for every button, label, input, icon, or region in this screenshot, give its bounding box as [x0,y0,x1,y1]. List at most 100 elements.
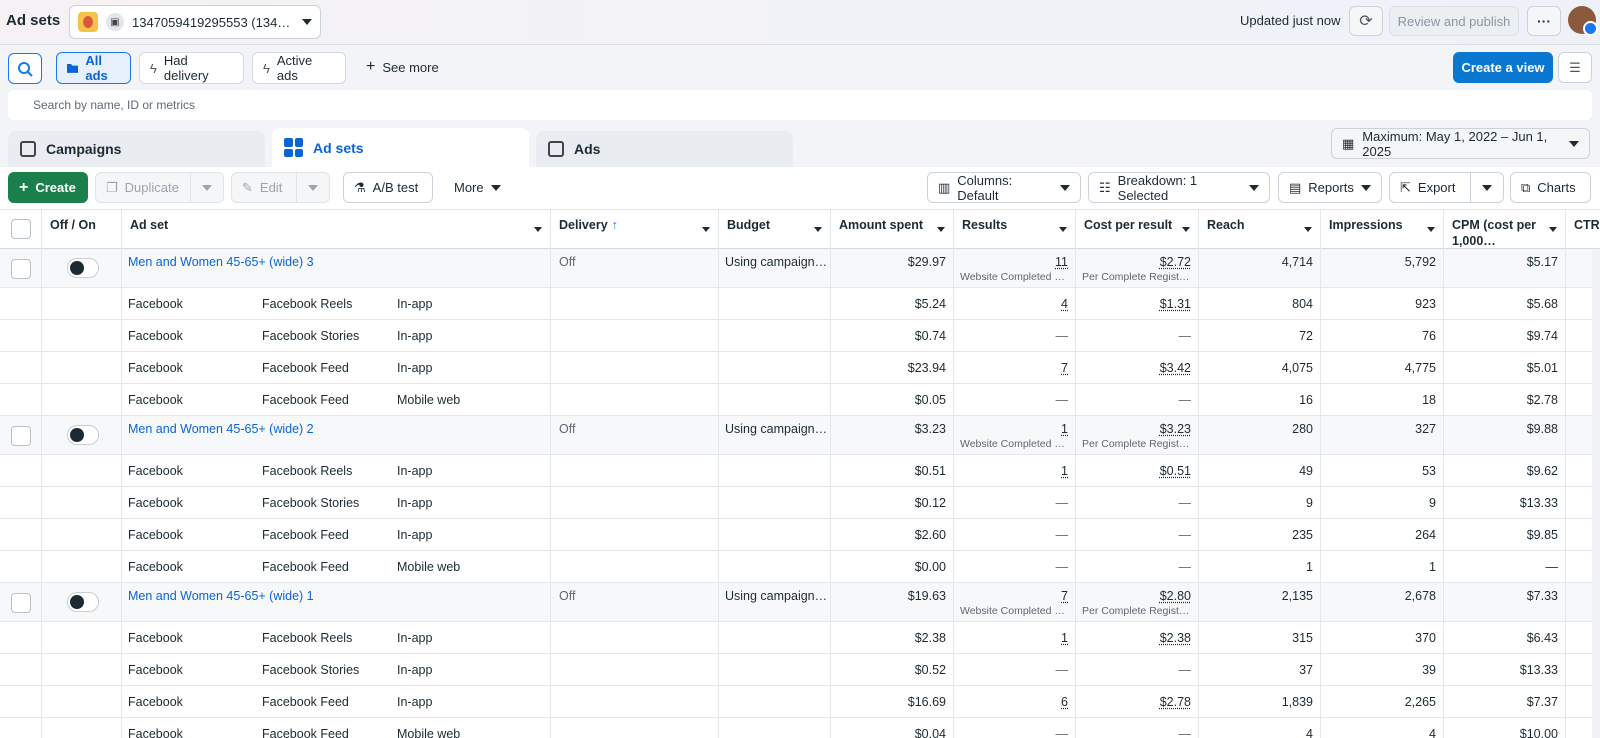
col-results[interactable]: Results [954,210,1076,249]
account-selector[interactable]: ▣ 1347059419295553 (134… [69,5,321,39]
results-value[interactable]: — [1055,560,1069,574]
cost-per-result[interactable]: $2.80 [1159,589,1191,603]
search-input[interactable]: Search by name, ID or metrics [8,90,1592,120]
cpm-value: $10.00 [1519,727,1558,738]
select-all-checkbox[interactable] [11,219,31,239]
cost-per-result[interactable]: $2.78 [1159,695,1191,709]
cost-per-result[interactable]: $0.51 [1159,464,1191,478]
col-budget[interactable]: Budget [719,210,831,249]
table-cell [1444,622,1566,653]
cost-per-result[interactable]: — [1178,393,1192,407]
col-adset[interactable]: Ad set [122,210,551,249]
results-value[interactable]: — [1055,528,1069,542]
results-value[interactable]: 4 [1061,297,1068,311]
more-button[interactable]: More [443,172,513,203]
cost-per-result[interactable]: — [1178,663,1192,677]
export-dropdown[interactable] [1470,172,1504,203]
plus-icon: + [19,178,29,196]
more-label: More [454,180,484,195]
create-button[interactable]: + Create [8,172,88,203]
table-cell [122,583,551,621]
adset-name-link[interactable]: Men and Women 45-65+ (wide) 1 [128,589,314,603]
view-settings-button[interactable]: ☰ [1558,52,1592,83]
table-cell [122,487,551,518]
adset-toggle[interactable] [67,258,99,278]
cost-per-result[interactable]: — [1178,329,1192,343]
duplicate-button[interactable]: ❐ Duplicate [95,172,191,203]
filter-had-delivery[interactable]: ϟ Had delivery [139,52,244,84]
cost-per-result[interactable]: — [1178,496,1192,510]
results-value[interactable]: 6 [1061,695,1068,709]
results-value[interactable]: 7 [1061,361,1068,375]
row-checkbox[interactable] [11,593,31,613]
results-value[interactable]: — [1055,393,1069,407]
results-value[interactable]: 7 [1061,589,1068,603]
columns-button[interactable]: ▥ Columns: Default [927,172,1081,203]
adset-name-link[interactable]: Men and Women 45-65+ (wide) 2 [128,422,314,436]
cpm-value: $5.01 [1526,361,1558,375]
cost-per-result[interactable]: $1.31 [1159,297,1191,311]
impressions-value: 53 [1422,464,1436,478]
cost-per-result[interactable]: $2.72 [1159,255,1191,269]
refresh-button[interactable]: ⟳ [1349,6,1383,36]
results-value[interactable]: 1 [1061,464,1068,478]
results-value[interactable]: 1 [1061,631,1068,645]
chevron-down-icon [1482,184,1492,191]
adset-toggle[interactable] [67,592,99,612]
row-checkbox[interactable] [11,426,31,446]
results-value[interactable]: 1 [1061,422,1068,436]
edit-dropdown[interactable] [296,172,330,203]
impressions-value: 4,775 [1404,361,1436,375]
table-cell [954,455,1076,486]
user-avatar[interactable] [1568,6,1598,36]
col-amount-spent[interactable]: Amount spent [831,210,954,249]
duplicate-dropdown[interactable] [190,172,224,203]
cpm-value: $7.33 [1526,589,1558,603]
cost-per-result[interactable]: $2.38 [1159,631,1191,645]
edit-button[interactable]: ✎ Edit [231,172,297,203]
results-value[interactable]: 11 [1055,255,1068,269]
charts-button[interactable]: ⧉ Charts [1510,172,1591,203]
cost-per-result[interactable]: $3.23 [1159,422,1191,436]
col-cpm[interactable]: CPM (cost per 1,000… [1444,210,1566,249]
tab-ads[interactable]: Ads [536,131,793,167]
col-impressions-label: Impressions [1329,218,1403,232]
filter-active-ads[interactable]: ϟ Active ads [252,52,346,84]
ab-test-button[interactable]: ⚗ A/B test [343,172,433,203]
adset-name-link[interactable]: Men and Women 45-65+ (wide) 3 [128,255,314,269]
review-publish-button[interactable]: Review and publish [1389,6,1519,36]
table-cell [954,384,1076,415]
breakdown-device: In-app [397,361,433,375]
export-button[interactable]: ⇱ Export [1389,172,1471,203]
filter-all-ads[interactable]: All ads [56,52,131,84]
results-value[interactable]: — [1055,663,1069,677]
breakdown-button[interactable]: ☷ Breakdown: 1 Selected [1088,172,1270,203]
cost-per-result[interactable]: — [1178,727,1192,738]
table-cell [551,288,719,319]
see-more-button[interactable]: + See more [366,58,439,76]
cost-per-result[interactable]: — [1178,560,1192,574]
col-cost-per-result[interactable]: Cost per result [1076,210,1199,249]
adset-toggle[interactable] [67,425,99,445]
row-checkbox[interactable] [11,259,31,279]
tab-ad-sets[interactable]: Ad sets [272,128,529,167]
cost-per-result[interactable]: $3.42 [1159,361,1191,375]
sliders-icon: ☰ [1569,59,1581,75]
col-impressions[interactable]: Impressions [1321,210,1444,249]
reports-button[interactable]: ▤ Reports [1278,172,1382,203]
table-cell [1321,384,1444,415]
col-reach[interactable]: Reach [1199,210,1321,249]
col-delivery[interactable]: Delivery ↑ [551,210,719,249]
cost-per-result[interactable]: — [1178,528,1192,542]
results-value[interactable]: — [1055,496,1069,510]
results-value[interactable]: — [1055,329,1069,343]
create-view-button[interactable]: Create a view [1453,52,1553,83]
vertical-scrollbar[interactable] [1592,249,1600,738]
tab-campaigns[interactable]: Campaigns [8,131,265,167]
amount-spent: $2.60 [914,528,946,542]
date-range-picker[interactable]: ▦ Maximum: May 1, 2022 – Jun 1, 2025 [1331,128,1590,159]
search-toggle-button[interactable] [8,53,42,84]
more-options-button[interactable]: ··· [1527,6,1561,36]
col-toggle: Off / On [42,210,122,249]
results-value[interactable]: — [1055,727,1069,738]
